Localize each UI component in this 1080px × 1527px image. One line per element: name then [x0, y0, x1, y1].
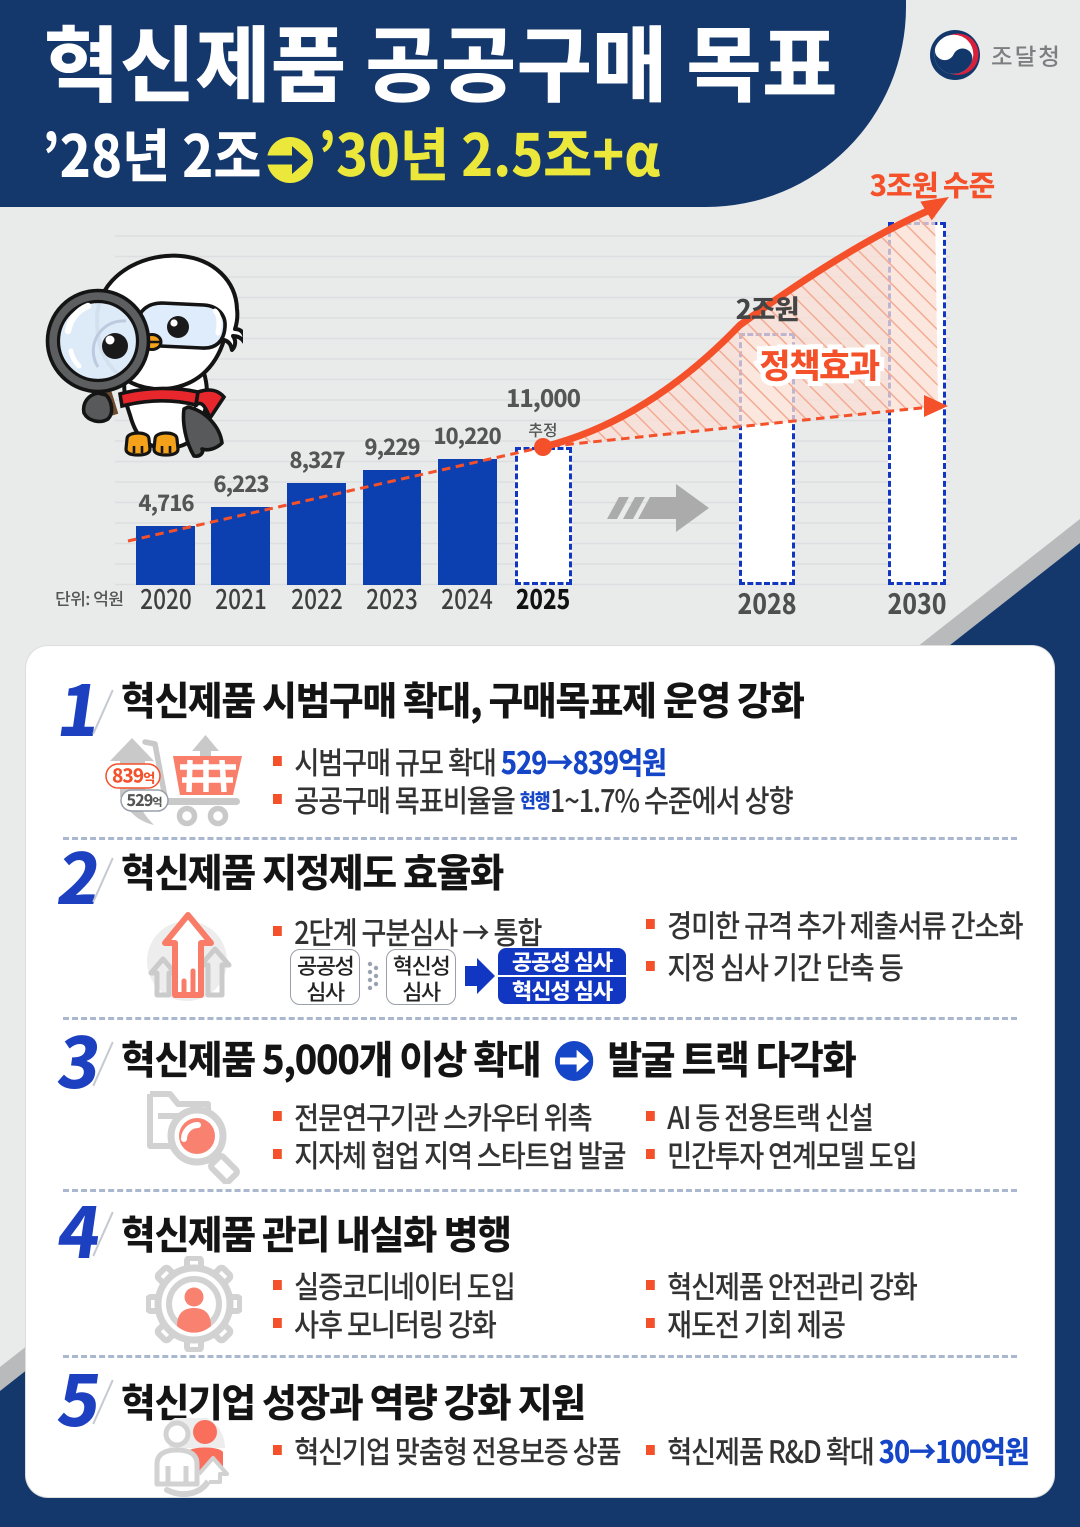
- svg-text:정책효과: 정책효과: [759, 339, 878, 388]
